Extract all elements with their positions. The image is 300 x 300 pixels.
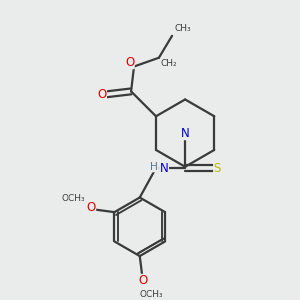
Text: O: O bbox=[86, 201, 96, 214]
Text: O: O bbox=[138, 274, 147, 287]
Text: OCH₃: OCH₃ bbox=[140, 290, 163, 298]
Text: O: O bbox=[125, 56, 134, 69]
Text: H: H bbox=[151, 162, 158, 172]
Text: CH₂: CH₂ bbox=[161, 59, 178, 68]
Text: CH₃: CH₃ bbox=[174, 24, 190, 33]
Text: OCH₃: OCH₃ bbox=[61, 194, 85, 203]
Text: N: N bbox=[160, 162, 168, 175]
Text: N: N bbox=[181, 127, 190, 140]
Text: S: S bbox=[214, 162, 221, 175]
Text: O: O bbox=[97, 88, 106, 101]
